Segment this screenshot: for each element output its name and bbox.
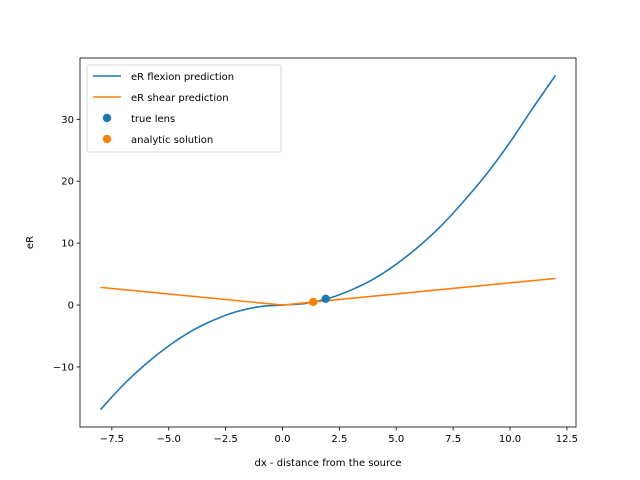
series-layer xyxy=(99,74,557,411)
axes-frame xyxy=(79,57,577,428)
series-line-1 xyxy=(100,277,556,306)
scatter-point-3 xyxy=(309,297,318,307)
legend-entry-label: eR flexion prediction xyxy=(131,72,234,83)
legend-marker-swatch xyxy=(102,113,112,123)
axes-layer: −7.5 −5.0 −2.5 0.0 2.5 5.0 7.5 10.0 12.5 −10 0 10 2… xyxy=(25,57,578,469)
y-tick-label: 30 xyxy=(61,115,74,126)
y-tick-label: 0 xyxy=(68,301,74,312)
legend-box xyxy=(86,64,282,153)
x-tick-label: −5.0 xyxy=(157,434,181,445)
legend: eR flexion prediction eR shear prediction… xyxy=(86,64,282,153)
y-tick-label: 10 xyxy=(61,239,74,250)
x-tick-label: 7.5 xyxy=(445,434,461,445)
x-tick-label: −2.5 xyxy=(213,434,237,445)
y-axis-label: eR xyxy=(25,236,36,249)
scatter-point-2 xyxy=(321,294,330,304)
x-tick-label: −7.5 xyxy=(100,434,124,445)
y-tick-label: −10 xyxy=(53,362,74,373)
y-tick-label: 20 xyxy=(61,177,74,188)
x-tick-label: 0.0 xyxy=(275,434,291,445)
y-axis-ticks: −10 0 10 20 30 xyxy=(53,115,80,373)
x-tick-label: 12.5 xyxy=(556,434,578,445)
x-tick-label: 2.5 xyxy=(331,434,347,445)
plot-area xyxy=(99,74,557,411)
x-axis-ticks: −7.5 −5.0 −2.5 0.0 2.5 5.0 7.5 10.0 12.5 xyxy=(100,427,578,445)
x-axis-label: dx - distance from the source xyxy=(254,458,401,469)
legend-entry-label: true lens xyxy=(131,114,175,125)
legend-marker-swatch xyxy=(102,134,112,144)
x-tick-label: 10.0 xyxy=(499,434,521,445)
legend-entry-label: analytic solution xyxy=(131,135,213,146)
legend-entry-label: eR shear prediction xyxy=(131,93,229,104)
x-tick-label: 5.0 xyxy=(388,434,404,445)
